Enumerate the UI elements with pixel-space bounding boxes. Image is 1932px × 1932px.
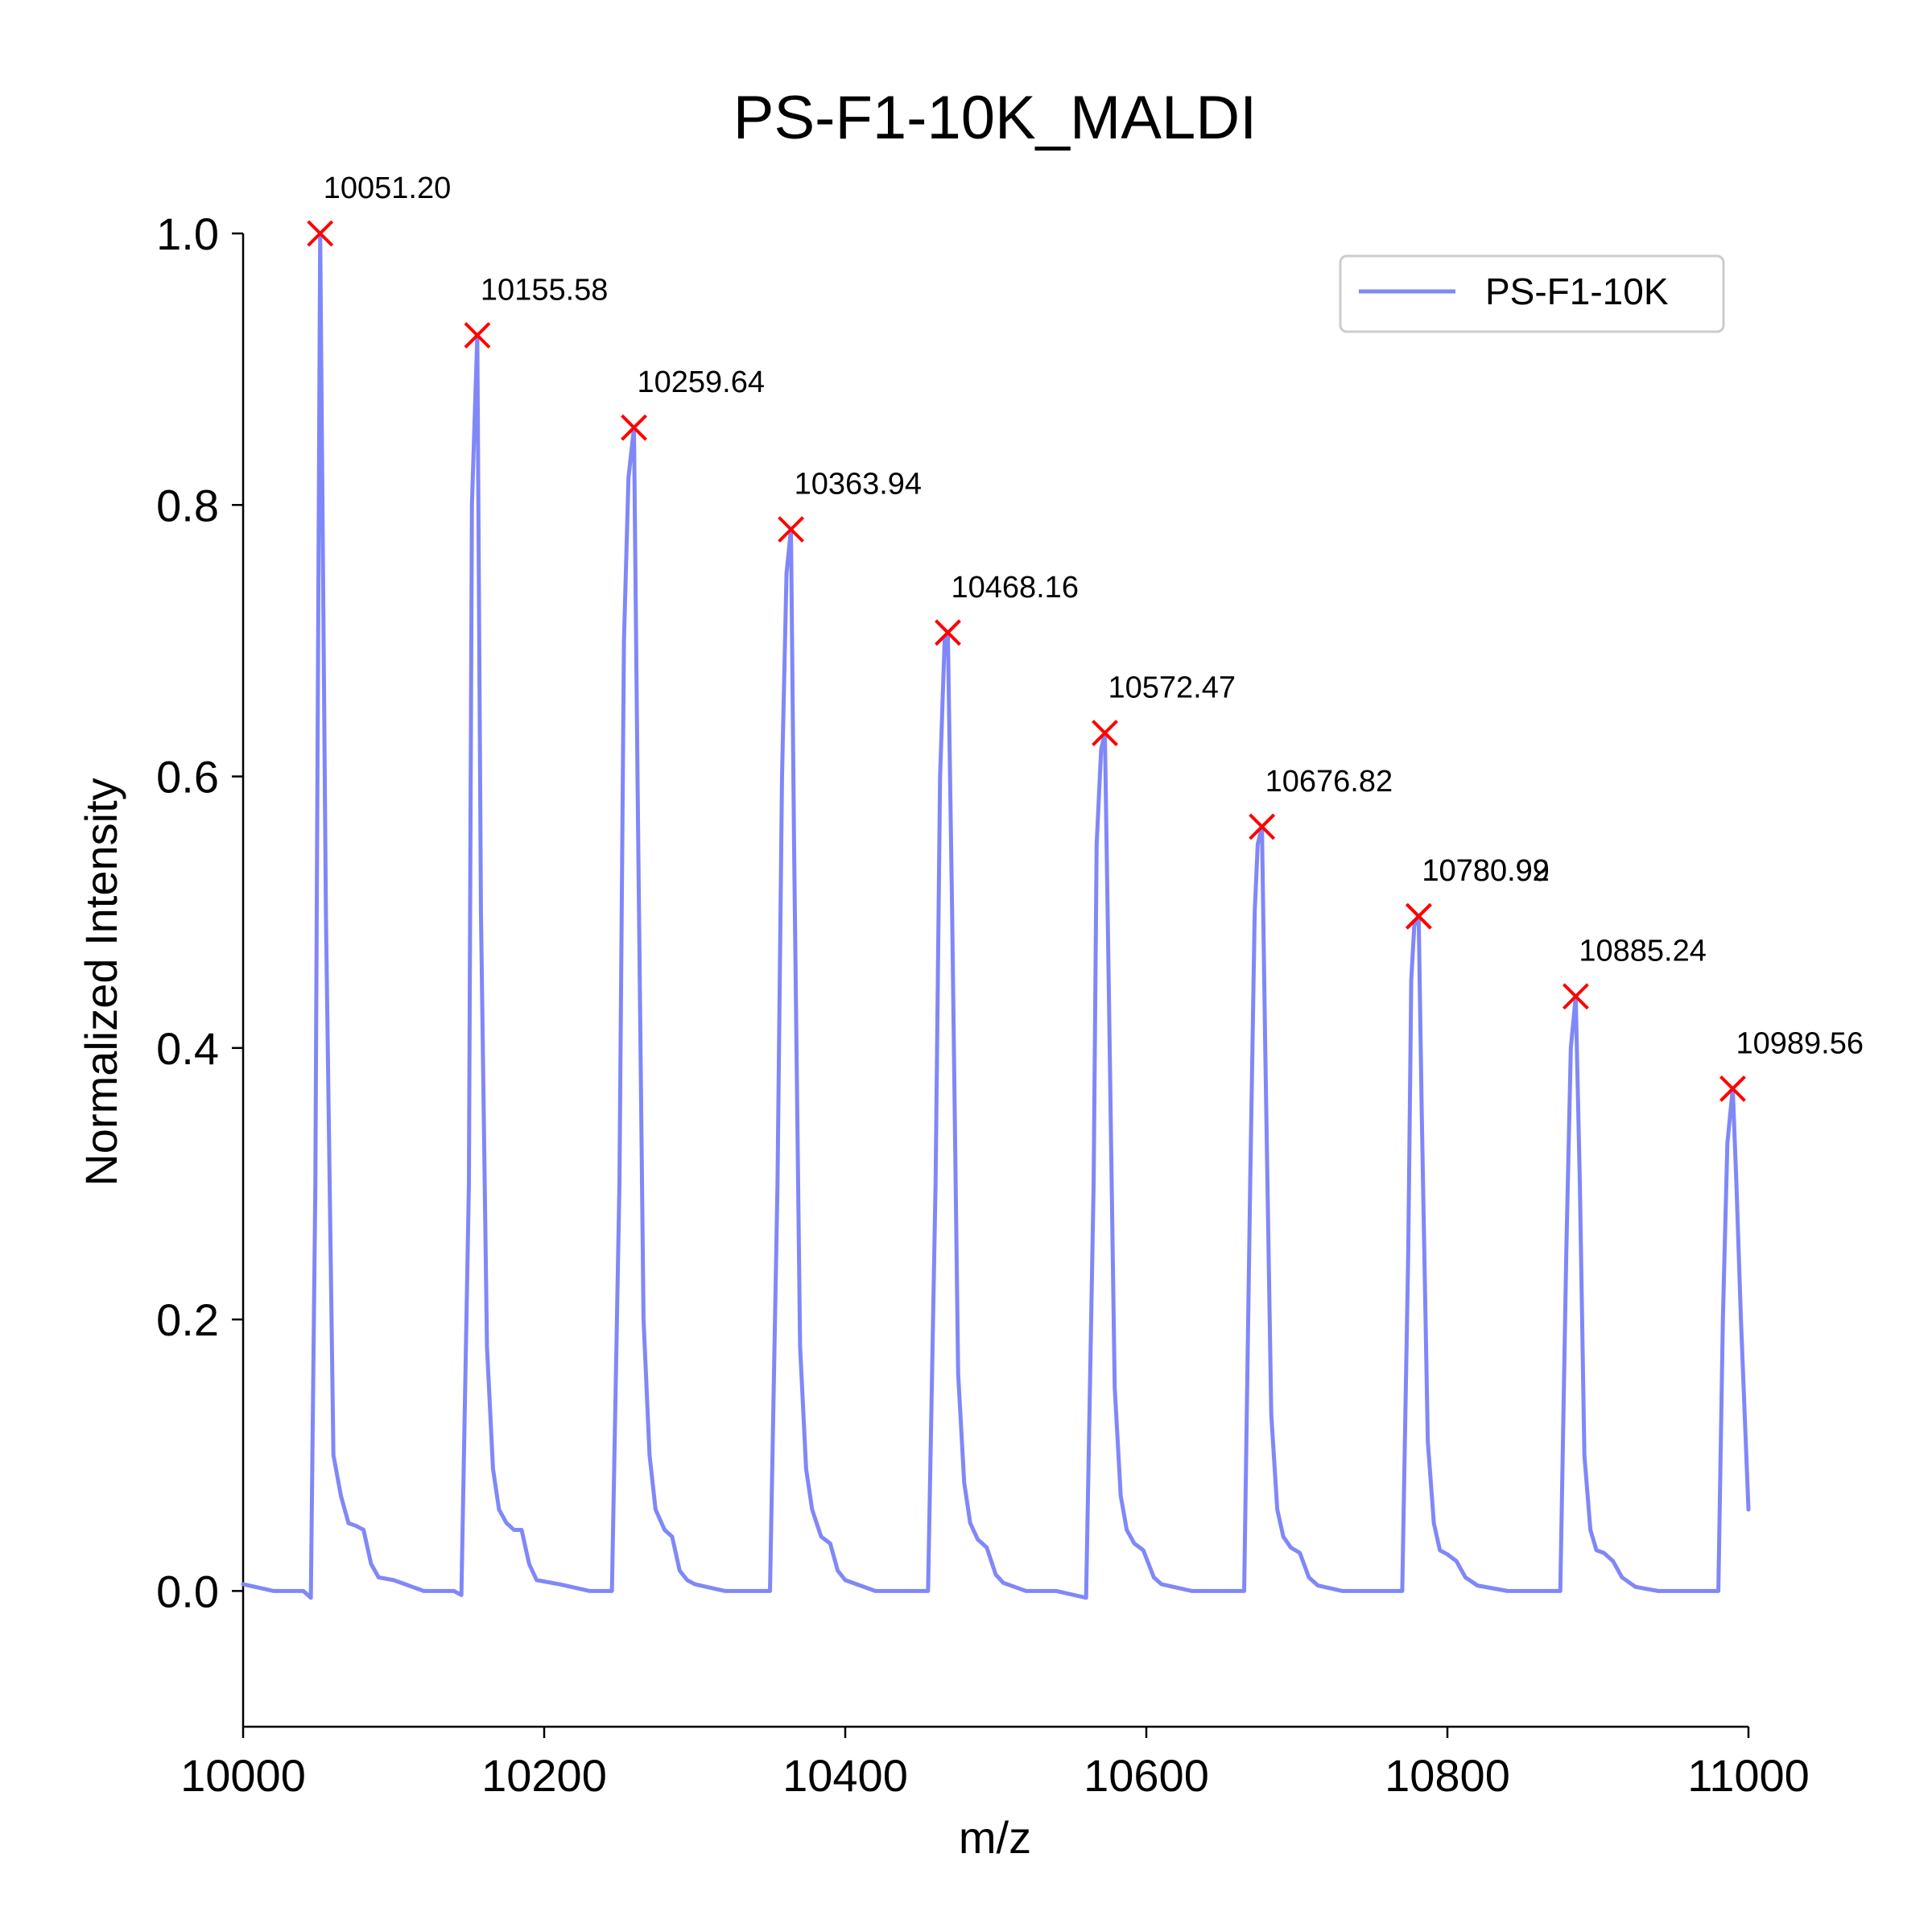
y-tick-label: 0.0 xyxy=(156,1566,219,1616)
peak-marker xyxy=(464,322,491,349)
peak-label: 10572.47 xyxy=(1108,671,1236,705)
peak-marker xyxy=(778,516,804,543)
peak-label: 10051.20 xyxy=(324,171,452,205)
peak-label: 10989.56 xyxy=(1736,1026,1864,1060)
x-tick-label: 10400 xyxy=(782,1750,908,1801)
x-tick-label: 10000 xyxy=(180,1750,306,1801)
y-tick-label: 0.2 xyxy=(156,1294,219,1345)
series-line xyxy=(241,231,1751,1600)
y-ticks: 0.0 0.2 0.4 0.6 0.8 1.0 xyxy=(156,208,243,1616)
peak-markers: 10051.20 10155.58 10259.64 10363.94 10468.16… xyxy=(307,171,1864,1102)
y-tick-label: 0.6 xyxy=(156,752,219,803)
plot-area: 0.00.20.40.60.81.0 10000 10200 10400 10600 1… xyxy=(156,171,1864,1801)
peak-label: 10155.58 xyxy=(481,273,609,307)
series-layer xyxy=(241,231,1751,1600)
peak-marker xyxy=(1406,902,1432,930)
peak-label: 10468.16 xyxy=(951,571,1079,605)
peak-label: 10259.64 xyxy=(638,365,766,399)
legend-label: PS-F1-10K xyxy=(1485,270,1669,312)
peak-marker xyxy=(1562,983,1589,1010)
y-tick-label: 0.4 xyxy=(156,1023,219,1074)
y-axis-label: Normalized Intensity xyxy=(76,778,126,1186)
peak-marker xyxy=(1092,720,1118,746)
x-axis-label: m/z xyxy=(959,1812,1031,1863)
peak-label: 10780.92 xyxy=(1422,854,1550,888)
peak-marker xyxy=(307,220,334,247)
peak-label: 10676.82 xyxy=(1265,765,1393,799)
x-ticks: 10000 10200 10400 10600 10800 11000 xyxy=(180,1727,1810,1801)
x-tick-label: 10600 xyxy=(1084,1750,1209,1801)
peak-marker xyxy=(935,619,961,646)
peak-label: 10363.94 xyxy=(795,468,923,502)
peak-label: 10885.24 xyxy=(1579,935,1707,968)
y-tick-label: 0.8 xyxy=(156,480,219,530)
peak-marker xyxy=(1719,1075,1746,1102)
x-tick-label: 10200 xyxy=(481,1750,607,1801)
legend: PS-F1-10K xyxy=(1339,254,1725,333)
y-tick-label: 1.0 xyxy=(156,208,219,259)
chart-title: PS-F1-10K_MALDI xyxy=(733,84,1257,152)
peak-marker xyxy=(1249,813,1276,840)
x-tick-label: 10800 xyxy=(1385,1750,1510,1801)
x-tick-label: 11000 xyxy=(1687,1750,1810,1801)
peak-label: 10780.99 xyxy=(1422,854,1550,888)
legend-box xyxy=(1339,254,1725,333)
peak-marker xyxy=(621,414,647,441)
